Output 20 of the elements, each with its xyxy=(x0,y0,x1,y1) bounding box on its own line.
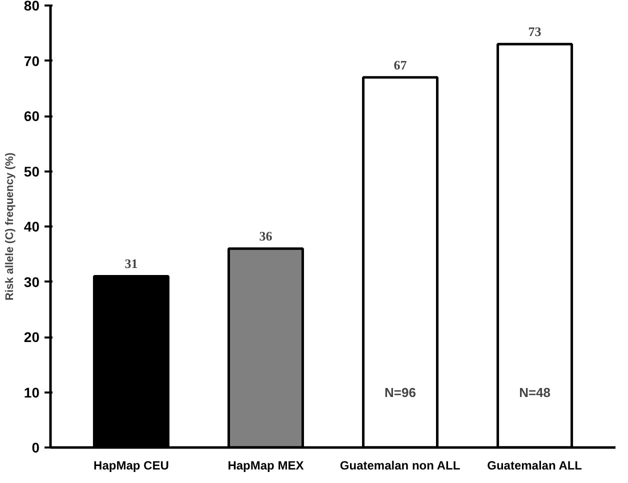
y-tick-label: 80 xyxy=(24,0,40,14)
annotation: N=96 xyxy=(384,384,416,400)
y-tick-label: 40 xyxy=(24,218,40,234)
y-tick-label: 20 xyxy=(24,329,40,345)
y-tick-label: 70 xyxy=(24,52,40,69)
annotation: N=48 xyxy=(519,384,551,400)
data-label: 31 xyxy=(124,256,138,272)
data-label: 73 xyxy=(528,24,542,40)
x-tick-label: HapMap CEU xyxy=(94,458,169,472)
y-tick-label: 50 xyxy=(24,163,40,180)
y-axis-title: Risk allele (C) frequency (%) xyxy=(4,152,16,300)
x-tick-label: Guatemalan non ALL xyxy=(340,458,460,472)
x-tick-label: HapMap MEX xyxy=(228,458,304,472)
data-label: 36 xyxy=(259,228,273,244)
y-tick-label: 60 xyxy=(24,108,40,124)
y-tick-label: 0 xyxy=(32,440,40,456)
y-tick-label: 30 xyxy=(24,274,40,290)
x-tick-label: Guatemalan ALL xyxy=(487,458,582,472)
data-label: 67 xyxy=(394,57,408,72)
y-tick-label: 10 xyxy=(24,384,40,400)
